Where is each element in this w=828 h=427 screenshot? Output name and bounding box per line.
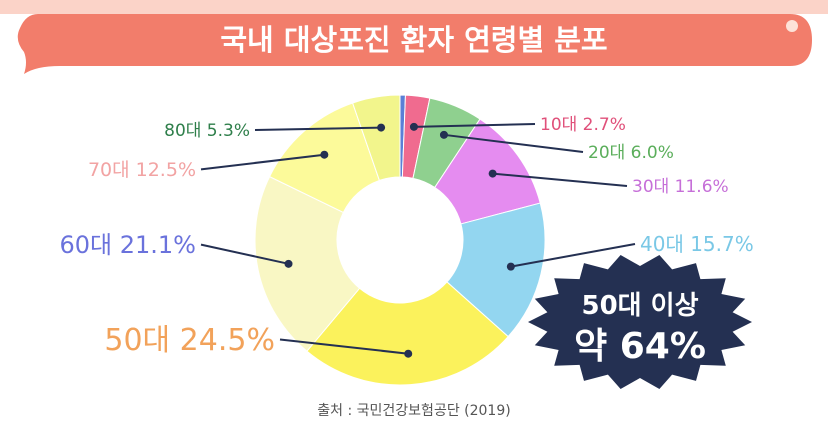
callout-line-1: 50대 이상 [582, 291, 699, 321]
leader-dot-50대 [404, 349, 413, 358]
slice-label-20대: 20대 6.0% [588, 143, 674, 163]
leader-line-80대 [254, 126, 382, 132]
leader-line-30대 [492, 172, 628, 188]
slice-label-70대: 70대 12.5% [88, 159, 196, 181]
leader-line-40대 [510, 243, 636, 268]
callout-burst-shape [528, 255, 752, 389]
leader-dot-70대 [320, 150, 329, 159]
callout-badge: 50대 이상 약 64% [528, 255, 752, 389]
banner-shape [17, 14, 812, 74]
source-note: 출처 : 국민건강보험공단 (2019) [317, 403, 510, 419]
slice-label-40대: 40대 15.7% [640, 232, 754, 256]
page-title: 국내 대상포진 환자 연령별 분포 [220, 23, 607, 57]
donut-slice-60대 [254, 175, 361, 352]
slice-label-50대: 50대 24.5% [104, 323, 275, 358]
donut-slice-50대 [306, 281, 509, 386]
leader-line-10대 [413, 123, 536, 128]
title-banner: 국내 대상포진 환자 연령별 분포 [0, 0, 828, 74]
slice-label-30대: 30대 11.6% [632, 177, 729, 197]
slice-labels: 10대 2.7% 20대 6.0% 30대 11.6% 40대 15.7% 50대 24… [60, 115, 754, 358]
leader-dot-20대 [439, 130, 448, 139]
slice-label-80대: 80대 5.3% [164, 121, 250, 141]
leader-dot-60대 [284, 259, 293, 268]
leader-dot-80대 [377, 123, 386, 132]
leader-line-20대 [443, 133, 584, 154]
leader-dot-30대 [488, 169, 497, 178]
donut-slice-80대 [351, 94, 401, 182]
leader-dot-10대 [409, 122, 418, 131]
leader-line-70대 [200, 153, 325, 171]
leader-line-60대 [200, 243, 289, 265]
donut-chart [254, 94, 546, 386]
slice-label-10대: 10대 2.7% [540, 115, 626, 135]
leader-line-50대 [279, 338, 409, 355]
banner-top-strip [0, 0, 828, 14]
banner-highlight-dot [786, 20, 798, 32]
slice-label-60대: 60대 21.1% [60, 231, 197, 259]
leader-dot-40대 [506, 262, 515, 271]
callout-line-2: 약 64% [574, 326, 706, 367]
